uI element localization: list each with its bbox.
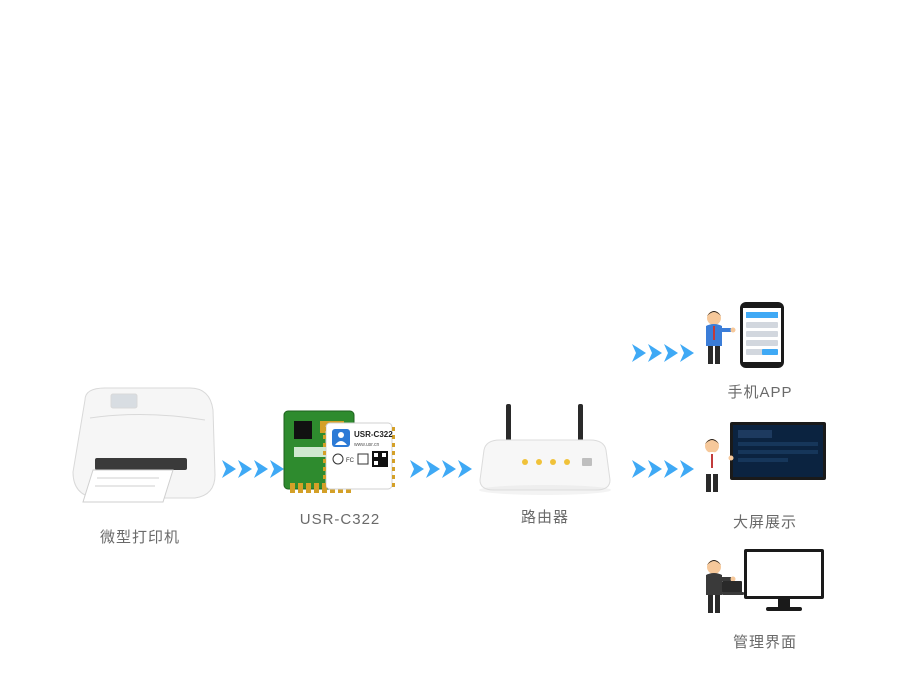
- router-icon: [470, 400, 620, 495]
- phone-label: 手机APP: [700, 381, 820, 402]
- node-router: 路由器: [470, 400, 620, 527]
- node-phone: 手机APP: [700, 300, 820, 402]
- router-label: 路由器: [470, 506, 620, 527]
- flow-arrow: [410, 460, 472, 478]
- admin-icon: [700, 545, 830, 620]
- node-printer: 微型打印机: [55, 380, 225, 547]
- module-label: USR-C322: [280, 511, 400, 528]
- module-icon: USR-C322 www.usr.cn FC: [280, 405, 400, 500]
- node-module: USR-C322 www.usr.cn FC USR-C322: [280, 405, 400, 528]
- flow-arrow: [222, 460, 284, 478]
- svg-text:FC: FC: [346, 458, 355, 464]
- phone-icon: [700, 300, 820, 370]
- flow-arrow: [632, 344, 694, 362]
- big-screen-icon: [700, 420, 830, 500]
- printer-icon: [55, 380, 225, 515]
- node-admin: 管理界面: [700, 545, 830, 652]
- admin-label: 管理界面: [700, 631, 830, 652]
- printer-label: 微型打印机: [55, 526, 225, 547]
- node-screen: 大屏展示: [700, 420, 830, 532]
- flow-arrow: [632, 460, 694, 478]
- svg-text:USR-C322: USR-C322: [354, 430, 393, 439]
- screen-label: 大屏展示: [700, 511, 830, 532]
- svg-text:www.usr.cn: www.usr.cn: [354, 442, 380, 448]
